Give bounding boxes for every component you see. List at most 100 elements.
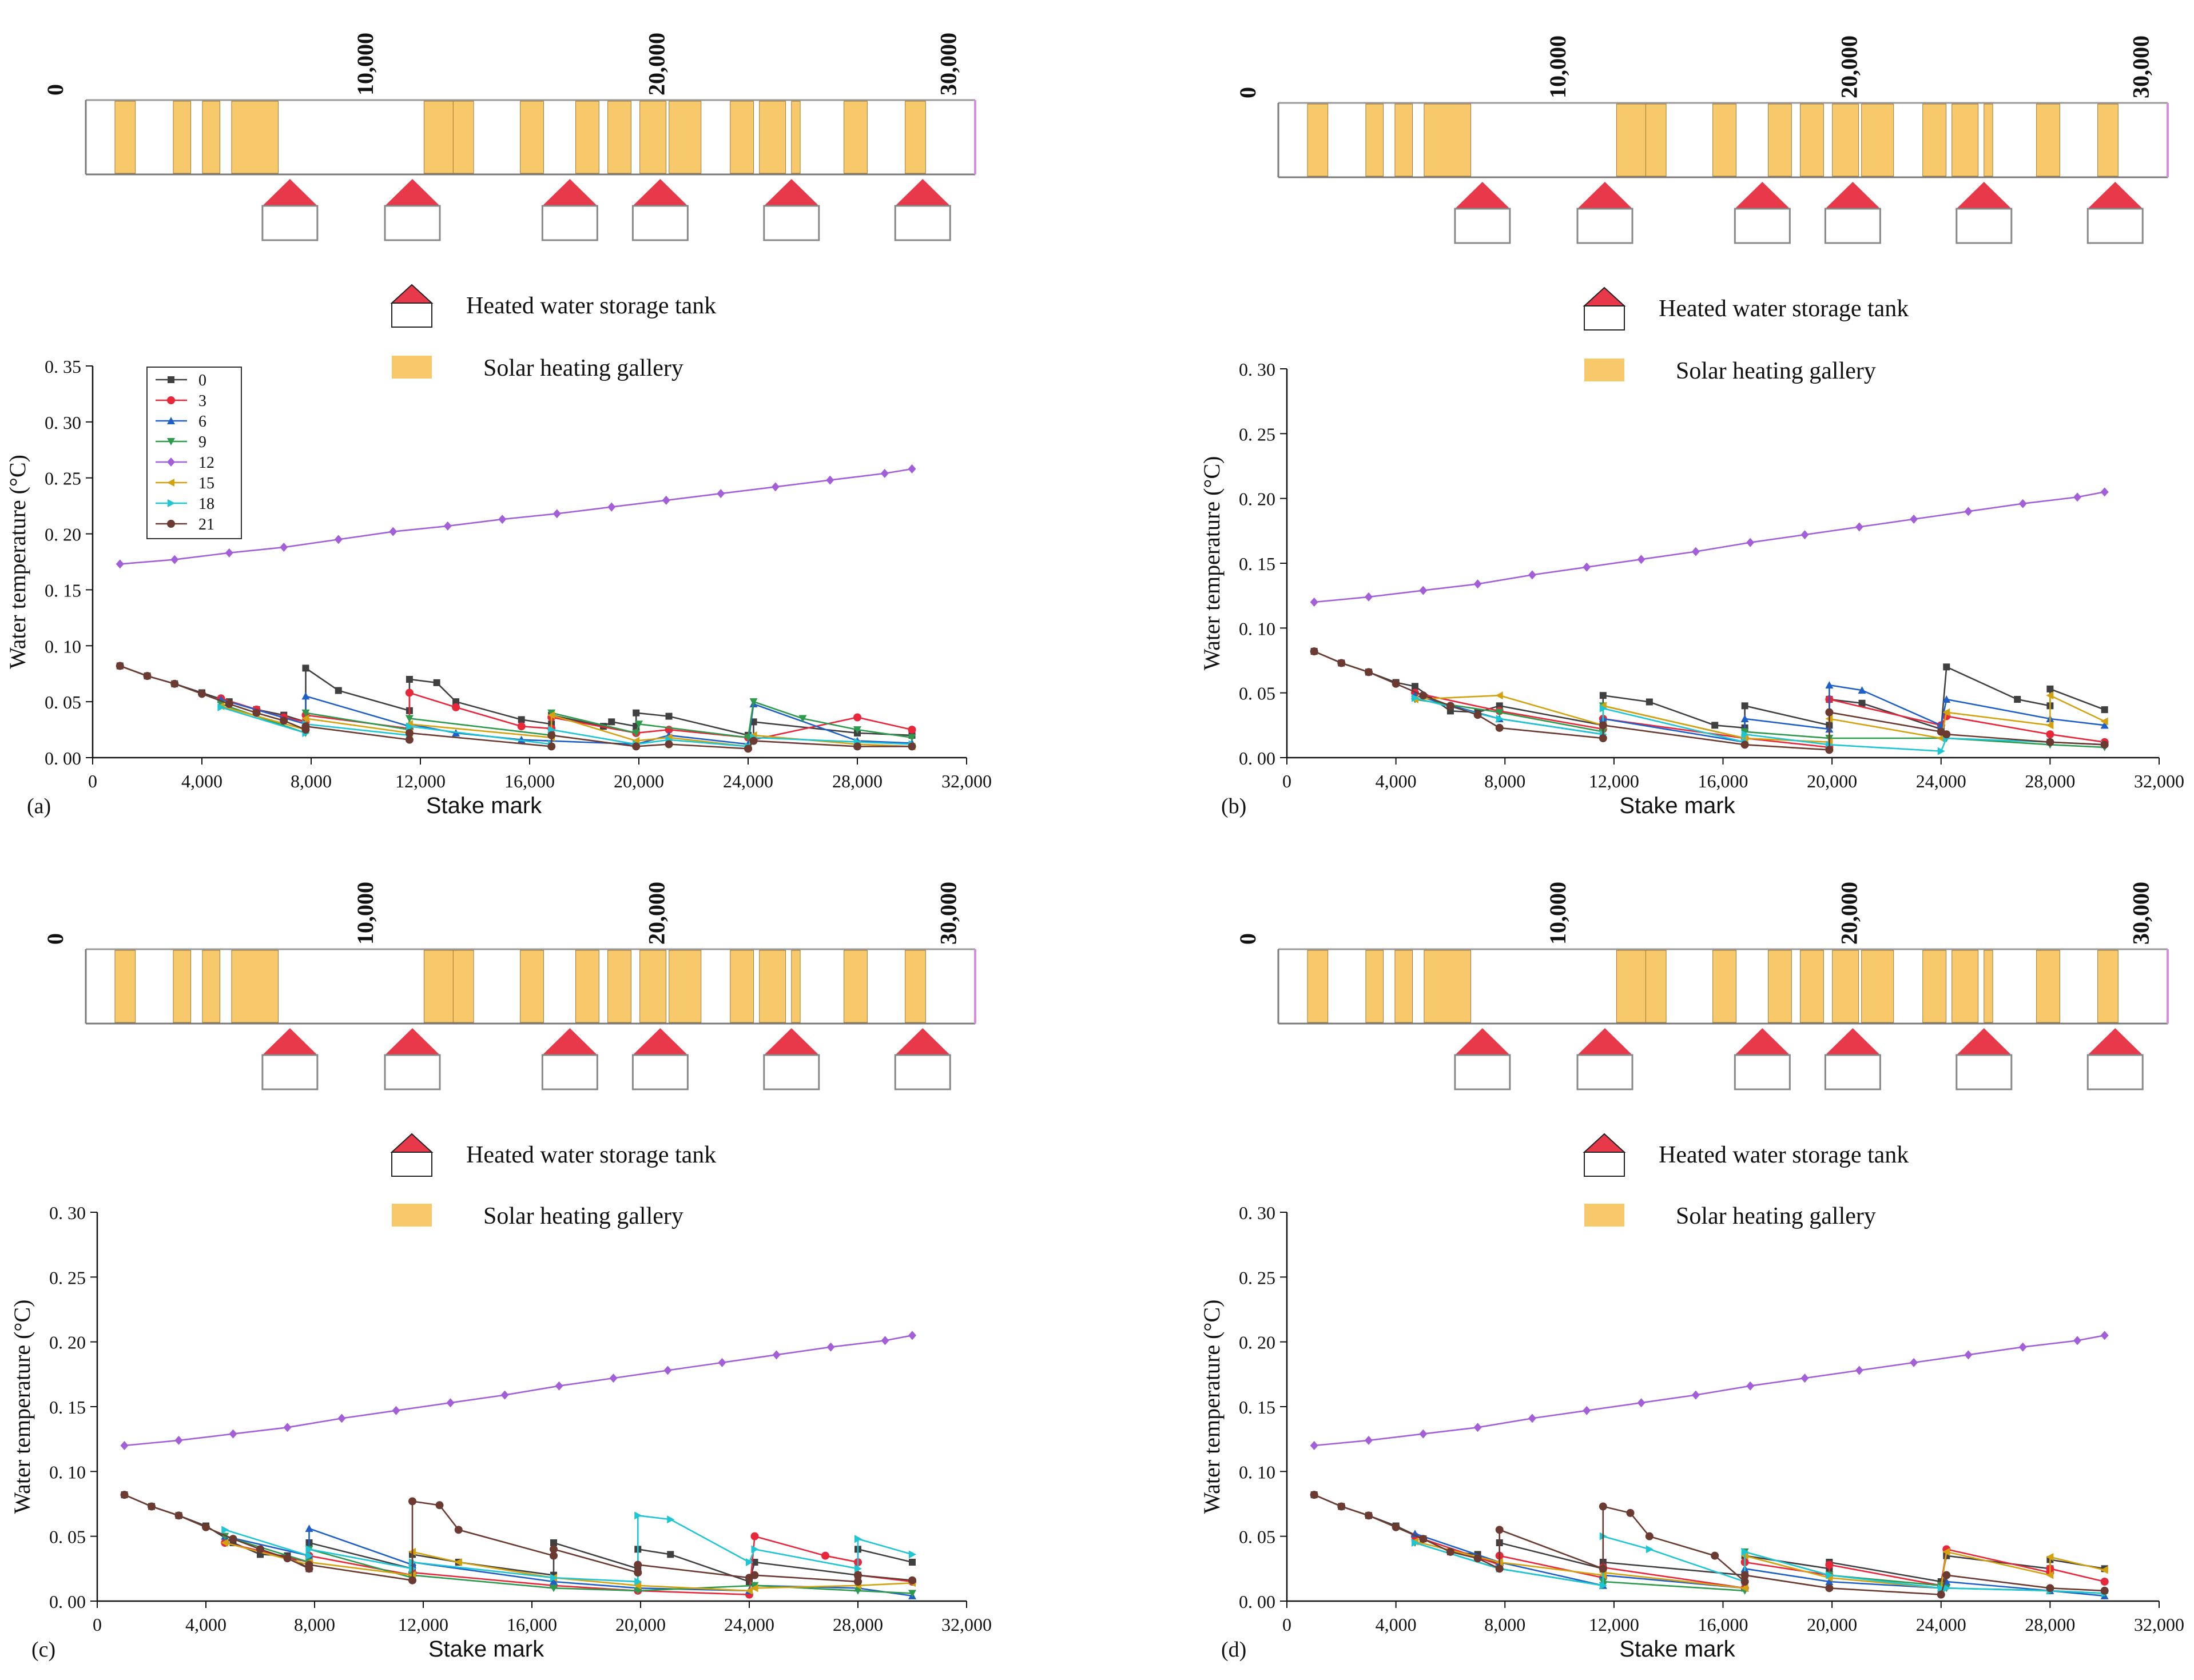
y-tick-label: 0. 10: [1239, 1462, 1275, 1482]
data-point: [1392, 1523, 1400, 1531]
data-point: [335, 687, 342, 694]
heated-water-tank-icon: [541, 1028, 598, 1090]
heated-water-tank-icon: [261, 1028, 319, 1090]
data-point: [1800, 1374, 1809, 1383]
series-line-12: [1314, 1335, 2105, 1447]
tank-body: [1734, 1054, 1791, 1090]
y-tick-label: 0. 30: [49, 1203, 86, 1223]
panel-b: 0 10,000 20,000 30,000 Heated water storage …: [1199, 35, 2184, 818]
heated-water-tank-icon: [631, 179, 689, 241]
legend-entry-label: 18: [198, 495, 214, 513]
x-tick-label: 32,000: [941, 1614, 992, 1635]
data-point: [667, 1551, 674, 1558]
data-point: [634, 1587, 642, 1595]
solar-gallery-segment: [905, 950, 926, 1023]
tank-roof: [2088, 1028, 2143, 1055]
data-point: [301, 692, 310, 700]
x-axis-title: Stake mark: [1619, 793, 1735, 818]
data-point: [547, 711, 555, 719]
data-point: [498, 515, 507, 524]
solar-gallery-segment: [669, 101, 702, 174]
solar-gallery-segment: [1951, 950, 1979, 1023]
x-tick-label: 28,000: [832, 771, 883, 791]
data-point: [1691, 1390, 1700, 1400]
data-point: [633, 709, 640, 716]
data-point: [634, 1560, 642, 1569]
strip-tick-label: 20,000: [1837, 882, 1862, 945]
data-point: [634, 1578, 642, 1586]
x-tick-label: 8,000: [1484, 1614, 1525, 1635]
y-tick-label: 0. 05: [1239, 1527, 1275, 1547]
series-12: [1310, 1331, 2109, 1450]
tank-body: [541, 205, 598, 241]
x-tick-label: 8,000: [291, 771, 332, 791]
data-point: [854, 1571, 862, 1579]
data-point: [1310, 598, 1318, 607]
data-point: [1711, 1551, 1719, 1560]
legend-tank-body: [391, 302, 432, 328]
data-point: [1419, 1535, 1428, 1543]
heated-water-tank-icon: [894, 179, 951, 241]
data-point: [405, 728, 414, 737]
strip-legend: Heated water storage tank Solar heating g…: [1583, 286, 1909, 384]
data-point: [1446, 702, 1454, 710]
solar-gallery-segment: [1616, 103, 1646, 177]
x-tick-label: 12,000: [398, 1614, 448, 1635]
series-9: [1410, 696, 2109, 751]
data-point: [452, 703, 460, 711]
data-point: [1800, 530, 1809, 540]
data-point: [1337, 1502, 1346, 1511]
data-point: [1741, 1547, 1749, 1556]
x-tick-label: 24,000: [1916, 1614, 1966, 1635]
tank-roof: [764, 1028, 819, 1055]
legend-marker-3: [167, 396, 175, 404]
data-point: [750, 1582, 759, 1590]
data-point: [120, 1491, 129, 1499]
y-tick-label: 0. 10: [1239, 618, 1275, 639]
data-point: [750, 1571, 759, 1579]
data-point: [1937, 1584, 1945, 1593]
data-point: [550, 1545, 558, 1554]
data-point: [2100, 1578, 2109, 1586]
tank-body: [1454, 1054, 1511, 1090]
data-point: [2046, 730, 2054, 739]
data-point: [2101, 706, 2108, 714]
stake-strip: 0 10,000 20,000 30,000: [1235, 882, 2169, 1025]
data-point: [550, 1551, 558, 1560]
data-point: [2046, 721, 2054, 730]
data-point: [1310, 1491, 1318, 1499]
solar-gallery-segment: [575, 950, 599, 1023]
data-point: [1825, 1578, 1834, 1585]
data-point: [518, 716, 525, 723]
data-point: [550, 1578, 558, 1585]
legend-tank-roof: [1583, 286, 1626, 306]
data-point: [1937, 1590, 1945, 1599]
series-12: [116, 464, 916, 569]
series-21: [1310, 1491, 2109, 1599]
data-point: [454, 1558, 462, 1566]
data-point: [2073, 1336, 2082, 1345]
solar-gallery-segment: [1832, 103, 1859, 177]
data-point: [2046, 685, 2054, 692]
data-point: [744, 734, 752, 742]
tank-roof: [385, 1028, 440, 1055]
data-point: [1495, 708, 1504, 716]
data-point: [174, 1435, 183, 1445]
data-point: [547, 742, 556, 751]
solar-gallery-segment: [1800, 103, 1824, 177]
legend-entry-label: 9: [198, 433, 206, 451]
series-line-0: [120, 665, 912, 739]
data-point: [2100, 1586, 2109, 1595]
data-point: [229, 1429, 237, 1439]
data-point: [2100, 721, 2109, 729]
data-point: [389, 527, 398, 536]
data-point: [1858, 686, 1866, 694]
solar-gallery-segment: [791, 950, 801, 1023]
data-point: [225, 700, 233, 708]
solar-gallery-segment: [639, 101, 667, 174]
data-point: [854, 1535, 862, 1543]
data-point: [1825, 1584, 1834, 1593]
series-line-12: [124, 1335, 913, 1447]
data-point: [408, 1576, 416, 1585]
legend-gallery-label: Solar heating gallery: [483, 1203, 683, 1229]
